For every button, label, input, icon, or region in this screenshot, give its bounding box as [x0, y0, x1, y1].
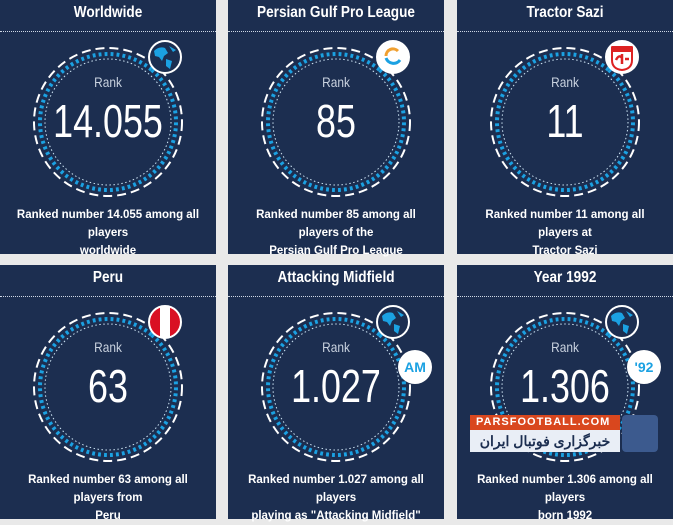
progress-dots — [38, 317, 178, 457]
divider — [457, 31, 673, 32]
divider — [457, 296, 673, 297]
card-title: Tractor Sazi — [526, 4, 604, 21]
divider — [0, 296, 216, 297]
rank-label: Rank — [551, 339, 579, 355]
inner-dotted-ring — [44, 323, 172, 451]
desc-line-2: Peru — [95, 510, 121, 522]
rank-description: Ranked number 11 among all players at Tra… — [465, 206, 665, 260]
divider — [228, 296, 444, 297]
card-title: Persian Gulf Pro League — [257, 4, 415, 21]
desc-line-1: Ranked number 63 among all players from — [28, 474, 188, 504]
rank-description: Ranked number 1.027 among all players pla… — [236, 471, 436, 525]
rank-ring — [490, 312, 640, 462]
desc-line-2: playing as "Attacking Midfield" — [251, 510, 421, 522]
inner-dotted-ring — [44, 58, 172, 186]
inner-dotted-ring — [272, 58, 400, 186]
desc-line-1: Ranked number 1.027 among all players — [248, 474, 424, 504]
outer-dashed-ring — [490, 47, 640, 197]
progress-dots — [266, 317, 406, 457]
rank-value: 1.306 — [520, 360, 610, 412]
rank-label: Rank — [94, 74, 122, 90]
rank-card: Peru Rank 63 Ranked number 63 among all … — [0, 265, 216, 522]
progress-dots — [495, 317, 635, 457]
globe-icon — [605, 305, 639, 339]
card-title: Attacking Midfield — [277, 269, 395, 286]
rank-card: Tractor Sazi Rank 11 Ranked number 11 am… — [457, 0, 673, 257]
inner-dotted-ring — [501, 58, 629, 186]
card-title: Year 1992 — [533, 269, 597, 286]
rank-card: Persian Gulf Pro League Rank 85 Ranked n… — [228, 0, 444, 257]
rank-label: Rank — [551, 74, 579, 90]
category-tag: AM — [398, 350, 432, 384]
category-tag: '92 — [627, 350, 661, 384]
rank-description: Ranked number 85 among all players of th… — [236, 206, 436, 260]
desc-line-2: Tractor Sazi — [532, 245, 598, 257]
rank-ring — [33, 47, 183, 197]
inner-dotted-ring — [501, 323, 629, 451]
rank-description: Ranked number 14.055 among all players wo… — [8, 206, 208, 260]
divider — [228, 31, 444, 32]
desc-line-1: Ranked number 11 among all players at — [485, 209, 645, 239]
rank-value: 1.027 — [291, 360, 381, 412]
outer-dashed-ring — [261, 312, 411, 462]
watermark-tagline: خبرگزاری فوتبال ایران — [470, 430, 620, 452]
progress-dots — [38, 52, 178, 192]
rank-card: Worldwide Rank 14.055 Ranked number 14.0… — [0, 0, 216, 257]
globe-icon — [148, 40, 182, 74]
outer-dashed-ring — [33, 47, 183, 197]
rank-value: 14.055 — [53, 95, 163, 147]
outer-dashed-ring — [33, 312, 183, 462]
inner-dotted-ring — [272, 323, 400, 451]
club-logo-icon — [605, 40, 639, 74]
rank-ring — [261, 47, 411, 197]
rank-ring — [33, 312, 183, 462]
progress-dots — [495, 52, 635, 192]
rank-value: 63 — [88, 360, 128, 412]
desc-line-2: born 1992 — [537, 510, 593, 522]
card-title: Worldwide — [73, 4, 143, 21]
rank-label: Rank — [322, 339, 350, 355]
rank-card: Year 1992 Rank 1.306 Ranked number 1.306… — [457, 265, 673, 522]
player-icon — [622, 415, 658, 452]
rank-value: 11 — [546, 95, 584, 147]
divider — [0, 31, 216, 32]
desc-line-1: Ranked number 14.055 among all players — [16, 209, 200, 239]
card-title: Peru — [92, 269, 124, 286]
watermark-site: PARSFOOTBALL.COM — [470, 415, 620, 430]
peru-flag-icon — [148, 305, 182, 339]
rank-card: Attacking Midfield Rank 1.027 Ranked num… — [228, 265, 444, 522]
progress-dots — [266, 52, 406, 192]
desc-line-2: Persian Gulf Pro League — [269, 245, 403, 257]
rank-value: 85 — [316, 95, 356, 147]
watermark-logo: PARSFOOTBALL.COM خبرگزاری فوتبال ایران — [470, 415, 670, 453]
desc-line-2: worldwide — [79, 245, 137, 257]
globe-icon — [376, 305, 410, 339]
rank-description: Ranked number 63 among all players from P… — [8, 471, 208, 525]
rank-label: Rank — [94, 339, 122, 355]
desc-line-1: Ranked number 1.306 among all players — [477, 474, 653, 504]
rank-label: Rank — [322, 74, 350, 90]
outer-dashed-ring — [261, 47, 411, 197]
outer-dashed-ring — [490, 312, 640, 462]
league-logo-icon — [376, 40, 410, 74]
rank-description: Ranked number 1.306 among all players bor… — [465, 471, 665, 525]
rank-ring — [490, 47, 640, 197]
rank-ring — [261, 312, 411, 462]
desc-line-1: Ranked number 85 among all players of th… — [256, 209, 416, 239]
